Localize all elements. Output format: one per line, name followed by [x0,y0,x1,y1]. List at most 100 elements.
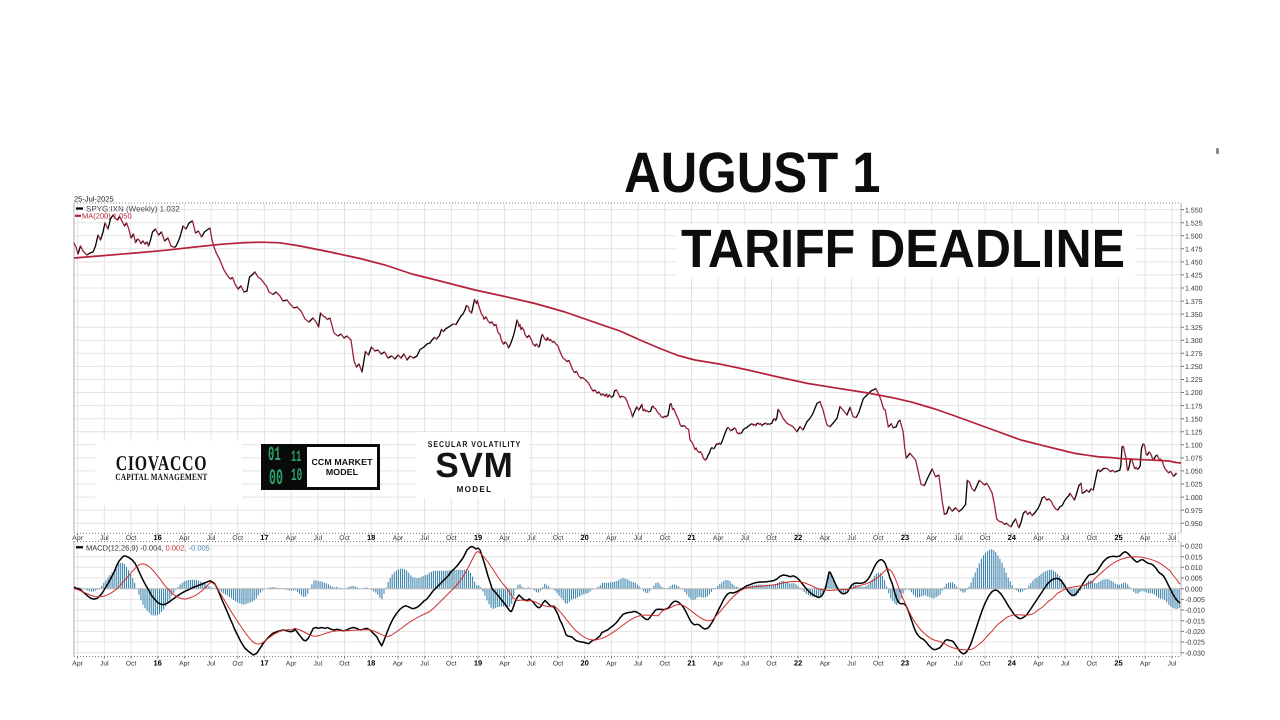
svg-text:Jul: Jul [1168,535,1177,542]
svg-text:0.950: 0.950 [1185,521,1203,528]
svg-text:-0.010: -0.010 [1185,608,1205,615]
svg-text:1.325: 1.325 [1185,325,1203,332]
svg-text:Apr: Apr [713,661,724,668]
svg-text:1.275: 1.275 [1185,351,1203,358]
svg-text:1.200: 1.200 [1185,390,1203,397]
svg-text:Jul: Jul [954,661,963,668]
svg-text:16: 16 [154,659,162,668]
svg-text:25: 25 [1114,533,1122,542]
svg-text:Oct: Oct [232,661,243,668]
svg-text:Jul: Jul [313,535,322,542]
svg-text:Apr: Apr [606,661,617,668]
svg-text:19: 19 [474,533,482,542]
svg-text:Oct: Oct [232,535,243,542]
svg-text:Oct: Oct [339,661,350,668]
svg-text:20: 20 [581,659,589,668]
svg-text:Oct: Oct [446,535,457,542]
svg-text:Apr: Apr [72,535,83,542]
svg-text:Oct: Oct [660,661,671,668]
svg-text:Apr: Apr [179,661,190,668]
svg-text:1.075: 1.075 [1185,456,1203,463]
svg-text:Oct: Oct [446,661,457,668]
svg-text:23: 23 [901,533,909,542]
svg-text:SPYG:IXN (Weekly) 1.032: SPYG:IXN (Weekly) 1.032 [86,205,180,214]
svg-text:1.150: 1.150 [1185,416,1203,423]
svg-text:Apr: Apr [499,661,510,668]
svg-text:Jul: Jul [207,535,216,542]
svg-text:Jul: Jul [847,661,856,668]
svg-text:22: 22 [794,659,802,668]
svg-text:-0.025: -0.025 [1185,640,1205,647]
svg-text:Jul: Jul [527,661,536,668]
svg-text:Jul: Jul [1061,661,1070,668]
svg-text:Apr: Apr [179,535,190,542]
svg-text:Jul: Jul [634,535,643,542]
svg-text:-0.030: -0.030 [1185,650,1205,657]
svg-text:Oct: Oct [766,535,777,542]
svg-text:1.400: 1.400 [1185,286,1203,293]
svg-text:1.300: 1.300 [1185,338,1203,345]
svg-text:18: 18 [367,533,375,542]
svg-text:-0.015: -0.015 [1185,618,1205,625]
svg-text:Apr: Apr [393,535,404,542]
svg-text:Apr: Apr [286,535,297,542]
svg-text:Apr: Apr [1140,535,1151,542]
svg-text:Apr: Apr [926,535,937,542]
svg-text:23: 23 [901,659,909,668]
svg-text:17: 17 [260,659,268,668]
svg-text:Oct: Oct [553,535,564,542]
svg-text:MACD(12,26,9) -0.004, 0.002, -: MACD(12,26,9) -0.004, 0.002, -0.005 [86,543,210,552]
svg-text:24: 24 [1008,533,1017,542]
svg-text:18: 18 [367,659,375,668]
svg-text:0.010: 0.010 [1185,565,1203,572]
svg-text:Jul: Jul [207,661,216,668]
svg-text:Apr: Apr [606,535,617,542]
svg-text:1.225: 1.225 [1185,377,1203,384]
svg-text:Jul: Jul [420,661,429,668]
svg-text:1.250: 1.250 [1185,364,1203,371]
svg-text:1.375: 1.375 [1185,299,1203,306]
svg-text:19: 19 [474,659,482,668]
svg-text:1.550: 1.550 [1185,207,1203,214]
svg-text:Oct: Oct [980,535,991,542]
svg-text:0.975: 0.975 [1185,508,1203,515]
svg-text:0.020: 0.020 [1185,544,1203,551]
svg-text:Oct: Oct [339,535,350,542]
svg-text:25-Jul-2025: 25-Jul-2025 [74,195,114,204]
svg-text:Apr: Apr [499,535,510,542]
svg-text:21: 21 [687,659,695,668]
svg-text:Oct: Oct [873,661,884,668]
svg-text:Jul: Jul [741,661,750,668]
svg-text:Oct: Oct [553,661,564,668]
svg-text:Apr: Apr [286,661,297,668]
svg-text:Oct: Oct [126,661,137,668]
svg-text:Jul: Jul [100,535,109,542]
svg-text:Jul: Jul [527,535,536,542]
svg-text:16: 16 [154,533,162,542]
svg-text:Oct: Oct [766,661,777,668]
svg-text:1.475: 1.475 [1185,247,1203,254]
svg-text:Jul: Jul [1168,661,1177,668]
svg-text:-0.005: -0.005 [1185,597,1205,604]
svg-text:22: 22 [794,533,802,542]
svg-text:1.000: 1.000 [1185,495,1203,502]
svg-text:1.525: 1.525 [1185,220,1203,227]
svg-text:Apr: Apr [72,661,83,668]
svg-text:1.025: 1.025 [1185,482,1203,489]
svg-text:Apr: Apr [820,661,831,668]
svg-text:1.125: 1.125 [1185,429,1203,436]
svg-text:21: 21 [687,533,695,542]
svg-text:Jul: Jul [847,535,856,542]
svg-text:Jul: Jul [420,535,429,542]
svg-text:Jul: Jul [100,661,109,668]
svg-text:Apr: Apr [926,661,937,668]
svg-text:1.050: 1.050 [1185,469,1203,476]
svg-text:Jul: Jul [1061,535,1070,542]
svg-text:1.425: 1.425 [1185,273,1203,280]
svg-text:1.450: 1.450 [1185,260,1203,267]
svg-text:1.100: 1.100 [1185,443,1203,450]
svg-text:Oct: Oct [873,535,884,542]
svg-text:Jul: Jul [634,661,643,668]
svg-text:Oct: Oct [980,661,991,668]
svg-text:20: 20 [581,533,589,542]
